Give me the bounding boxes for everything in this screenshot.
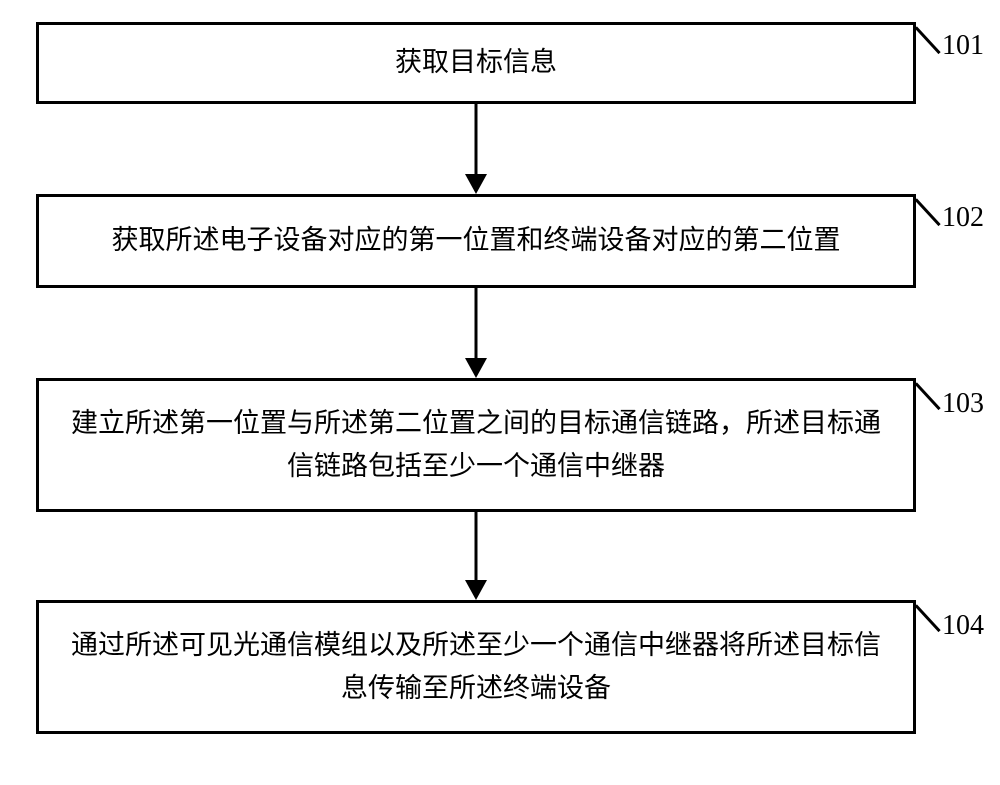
arrow-line-3 [475, 512, 478, 580]
leader-line-1 [915, 26, 941, 54]
flow-node-text: 获取目标信息 [395, 41, 557, 84]
step-label-2: 102 [942, 202, 984, 234]
flow-node-3: 建立所述第一位置与所述第二位置之间的目标通信链路，所述目标通信链路包括至少一个通… [36, 378, 916, 512]
flow-node-text: 通过所述可见光通信模组以及所述至少一个通信中继器将所述目标信息传输至所述终端设备 [59, 624, 893, 710]
leader-line-3 [915, 382, 941, 410]
step-label-1: 101 [942, 30, 984, 62]
flow-node-text: 建立所述第一位置与所述第二位置之间的目标通信链路，所述目标通信链路包括至少一个通… [59, 402, 893, 488]
flow-node-text: 获取所述电子设备对应的第一位置和终端设备对应的第二位置 [112, 219, 841, 262]
flow-node-1: 获取目标信息 [36, 22, 916, 104]
arrow-head-3 [465, 580, 487, 600]
arrow-line-2 [475, 288, 478, 358]
flowchart-canvas: 获取目标信息获取所述电子设备对应的第一位置和终端设备对应的第二位置建立所述第一位… [0, 0, 1000, 785]
leader-line-4 [915, 604, 941, 632]
flow-node-4: 通过所述可见光通信模组以及所述至少一个通信中继器将所述目标信息传输至所述终端设备 [36, 600, 916, 734]
step-label-4: 104 [942, 610, 984, 642]
flow-node-2: 获取所述电子设备对应的第一位置和终端设备对应的第二位置 [36, 194, 916, 288]
arrow-line-1 [475, 104, 478, 174]
arrow-head-1 [465, 174, 487, 194]
leader-line-2 [915, 198, 941, 226]
arrow-head-2 [465, 358, 487, 378]
step-label-3: 103 [942, 388, 984, 420]
